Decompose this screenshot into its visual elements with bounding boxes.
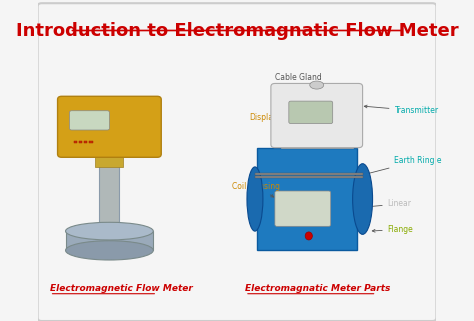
FancyBboxPatch shape xyxy=(70,111,109,130)
Ellipse shape xyxy=(305,232,312,240)
Text: Introduction to Electromagnatic Flow Meter: Introduction to Electromagnatic Flow Met… xyxy=(16,22,458,40)
Bar xyxy=(100,160,119,231)
Ellipse shape xyxy=(247,167,263,231)
Ellipse shape xyxy=(310,81,324,89)
Bar xyxy=(84,141,88,143)
Text: Transmitter: Transmitter xyxy=(365,105,438,115)
Text: Cable Gland: Cable Gland xyxy=(275,73,322,85)
Bar xyxy=(89,141,92,143)
Ellipse shape xyxy=(353,164,373,234)
Bar xyxy=(79,141,82,143)
Bar xyxy=(65,231,153,250)
Bar xyxy=(255,176,363,178)
FancyBboxPatch shape xyxy=(271,83,363,148)
Text: Flange: Flange xyxy=(372,225,413,234)
FancyBboxPatch shape xyxy=(289,101,333,124)
Ellipse shape xyxy=(65,222,153,240)
Text: Coil Housing: Coil Housing xyxy=(232,182,280,197)
Bar xyxy=(73,141,77,143)
Text: Electromagnetic Flow Meter: Electromagnetic Flow Meter xyxy=(50,284,192,293)
FancyBboxPatch shape xyxy=(57,96,161,157)
Bar xyxy=(257,148,356,250)
FancyBboxPatch shape xyxy=(37,3,437,321)
Ellipse shape xyxy=(65,241,153,260)
Text: Linear: Linear xyxy=(368,199,412,208)
FancyBboxPatch shape xyxy=(275,191,331,226)
Text: Display: Display xyxy=(249,113,297,122)
Bar xyxy=(281,132,353,148)
Bar xyxy=(95,154,123,167)
Text: Earth Ring e: Earth Ring e xyxy=(366,156,442,175)
Text: Electromagnatic Meter Parts: Electromagnatic Meter Parts xyxy=(245,284,391,293)
Bar xyxy=(255,173,363,175)
